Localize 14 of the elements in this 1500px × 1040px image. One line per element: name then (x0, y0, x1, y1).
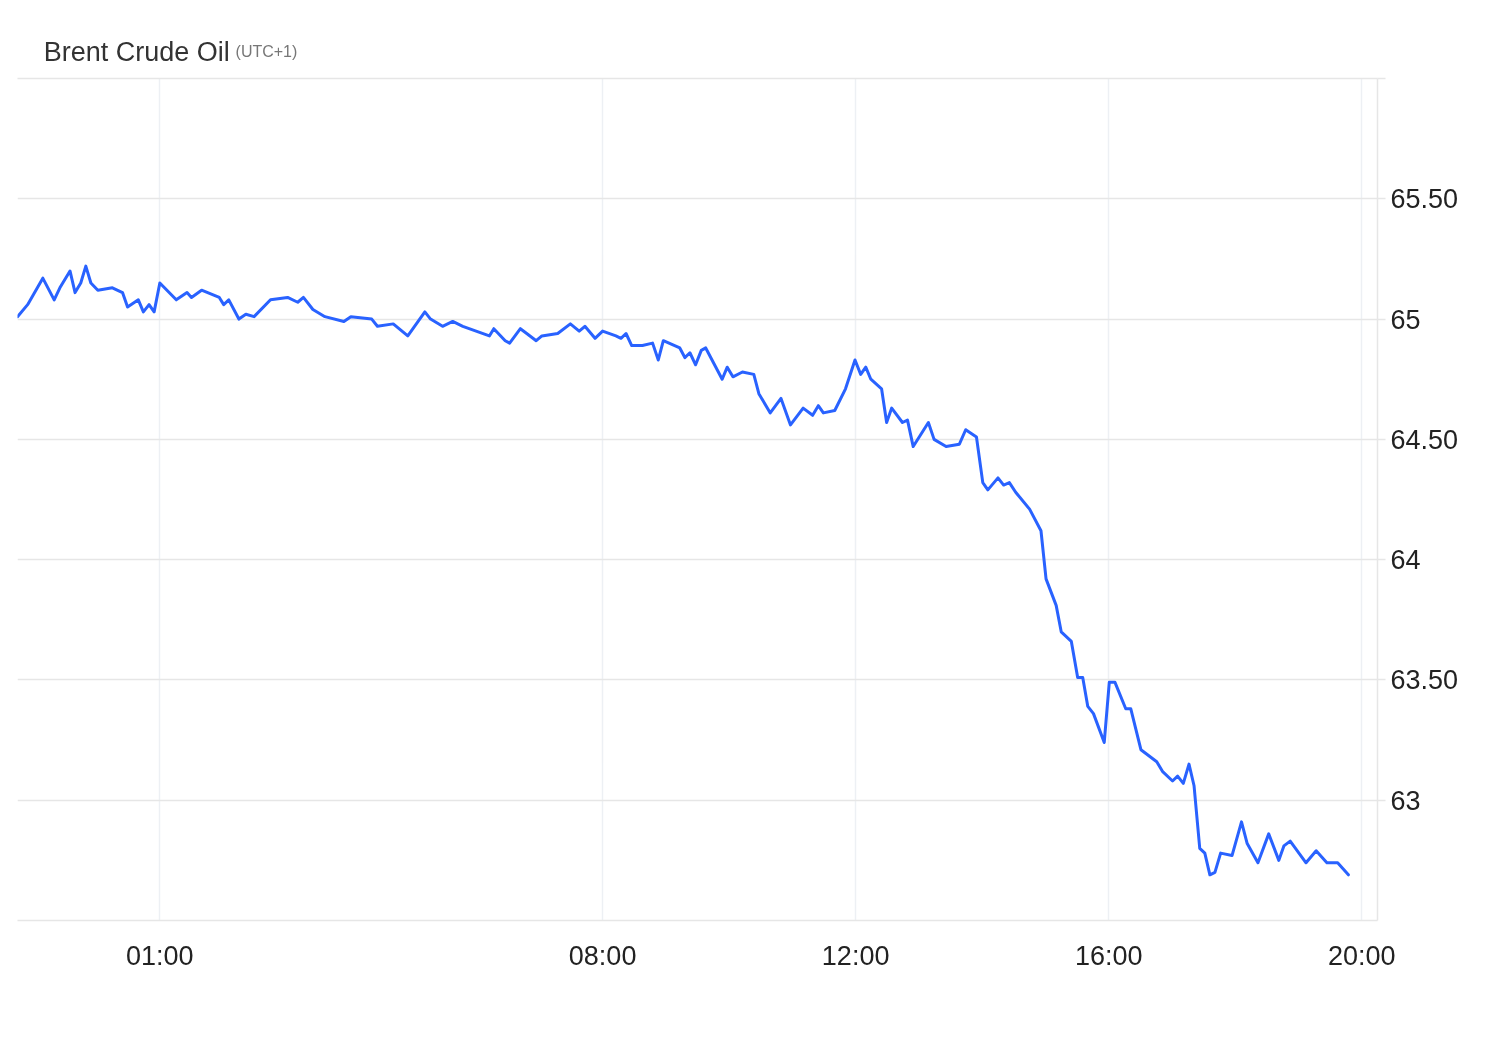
chart-title: Brent Crude Oil (43, 36, 230, 67)
y-tick-label: 63.50 (1390, 665, 1459, 696)
x-tick-label: 01:00 (126, 940, 194, 971)
y-tick-label: 64.50 (1390, 424, 1459, 455)
x-tick-label: 20:00 (1327, 940, 1396, 971)
x-tick-label: 16:00 (1074, 940, 1143, 971)
x-tick-label: 08:00 (568, 940, 637, 971)
y-tick-label: 63 (1390, 785, 1421, 816)
line-series (17, 264, 1350, 877)
y-tick-label: 65 (1390, 304, 1421, 335)
x-tick-label: 12:00 (821, 940, 890, 971)
y-tick-label: 65.50 (1390, 184, 1459, 215)
y-tick-label: 64 (1390, 545, 1421, 576)
chart-subtitle: (UTC+1) (235, 43, 298, 60)
